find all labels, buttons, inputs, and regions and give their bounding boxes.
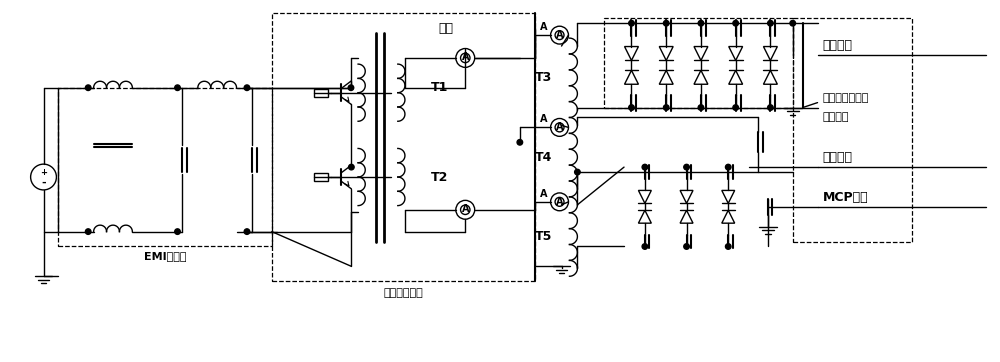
Text: A: A — [462, 52, 469, 63]
Text: A: A — [556, 197, 563, 207]
Circle shape — [790, 20, 796, 26]
Circle shape — [698, 20, 704, 26]
Circle shape — [768, 20, 773, 26]
Circle shape — [629, 20, 634, 26]
Text: T1: T1 — [431, 81, 448, 94]
Text: +: + — [40, 168, 47, 177]
Bar — [314, 173, 328, 181]
Bar — [272, 13, 535, 281]
Circle shape — [175, 85, 180, 90]
Text: A: A — [540, 189, 547, 199]
Text: -: - — [41, 177, 46, 188]
Circle shape — [175, 229, 180, 234]
Text: 磁珠: 磁珠 — [438, 22, 453, 35]
Text: A: A — [556, 122, 563, 132]
Circle shape — [85, 85, 91, 90]
Bar — [604, 18, 793, 108]
Circle shape — [725, 244, 731, 249]
Circle shape — [768, 105, 773, 110]
Circle shape — [663, 105, 669, 110]
Text: T3: T3 — [535, 71, 552, 84]
Circle shape — [684, 244, 689, 249]
Circle shape — [642, 244, 648, 249]
Circle shape — [663, 20, 669, 26]
Text: T5: T5 — [535, 230, 552, 243]
Text: MCP电压: MCP电压 — [823, 191, 868, 204]
Text: 阴极电压: 阴极电压 — [823, 151, 853, 164]
Circle shape — [244, 229, 250, 234]
Circle shape — [642, 164, 648, 170]
Text: EMI滤波器: EMI滤波器 — [144, 252, 186, 261]
Circle shape — [684, 164, 689, 170]
Circle shape — [698, 105, 704, 110]
Circle shape — [629, 105, 634, 110]
Circle shape — [244, 85, 250, 90]
Circle shape — [575, 169, 580, 175]
Text: 阳极电压: 阳极电压 — [823, 39, 853, 52]
Text: A: A — [556, 30, 563, 40]
Circle shape — [733, 20, 738, 26]
Text: 二极管倍压组合: 二极管倍压组合 — [823, 93, 869, 103]
Text: T4: T4 — [535, 151, 552, 164]
Circle shape — [348, 85, 354, 90]
Text: T2: T2 — [431, 171, 448, 184]
Text: 罐型屏蔽磁芯: 罐型屏蔽磁芯 — [383, 288, 423, 298]
Bar — [793, 18, 912, 241]
Circle shape — [85, 229, 91, 234]
Text: A: A — [540, 114, 547, 125]
Text: A: A — [462, 204, 469, 214]
Circle shape — [349, 164, 354, 170]
Circle shape — [725, 164, 731, 170]
Text: A: A — [540, 22, 547, 32]
Bar — [58, 88, 272, 247]
Bar — [314, 89, 328, 97]
Text: 集成模块: 集成模块 — [823, 113, 849, 122]
Circle shape — [517, 139, 523, 145]
Circle shape — [733, 105, 738, 110]
